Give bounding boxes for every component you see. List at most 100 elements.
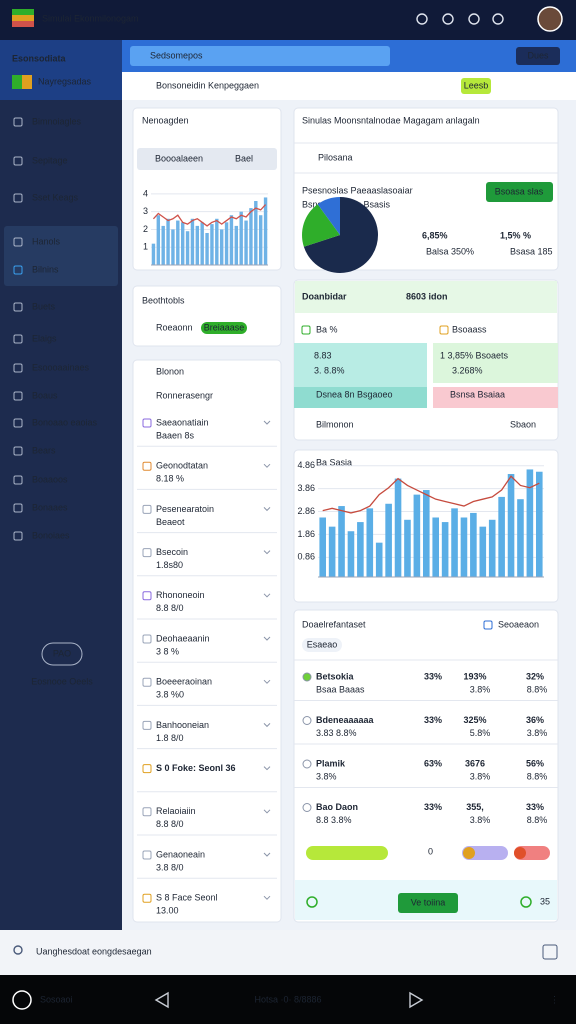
breadcrumb-item[interactable]: Bonsoneidin: [156, 80, 206, 90]
nav-item[interactable]: Bonoiaes: [32, 530, 70, 540]
list-item[interactable]: Boeeeraoinan: [156, 677, 212, 687]
pie-slice: [302, 204, 340, 247]
nav-item[interactable]: Sepitage: [32, 155, 68, 165]
nav-item[interactable]: Bonaaes: [32, 502, 68, 512]
bar: [375, 542, 383, 577]
brand-name: Esonsodiata: [12, 53, 67, 63]
nav-item[interactable]: Boaus: [32, 390, 58, 400]
table-cell: 3.8%: [527, 728, 548, 738]
nav-center[interactable]: Hotsa ·0· 8/8886: [254, 994, 321, 1004]
list-item[interactable]: Geonodtatan: [156, 461, 208, 471]
card-subtitle: Ronnerasengr: [156, 390, 213, 400]
nav-item[interactable]: Bonoaao eaoias: [32, 417, 98, 427]
pie-slice: [317, 197, 340, 235]
nav-item[interactable]: Bilnins: [32, 264, 59, 274]
search-input[interactable]: [130, 46, 390, 66]
table-cell: Bao Daon: [316, 802, 358, 812]
nav-item[interactable]: Bimnoiagles: [32, 116, 82, 126]
chevron[interactable]: [263, 593, 271, 598]
nav-item[interactable]: Boaaoos: [32, 474, 68, 484]
card-title: Blonon: [156, 366, 184, 376]
list-item[interactable]: Deohaeaanin: [156, 633, 210, 643]
bar: [517, 499, 524, 577]
bar: [507, 474, 515, 577]
nav-item[interactable]: Elaigs: [32, 333, 57, 343]
overview-search[interactable]: [137, 148, 277, 170]
primary-button[interactable]: [398, 893, 458, 913]
footer-link[interactable]: Sbaon: [510, 419, 536, 429]
table-cell: Betsokia: [316, 671, 355, 681]
toolbar-icon[interactable]: [468, 13, 480, 25]
nav-item[interactable]: Sset Keags: [32, 192, 79, 202]
nav-item[interactable]: Buets: [32, 301, 56, 311]
primary-button-label[interactable]: Ve toiina: [411, 897, 446, 907]
chevron[interactable]: [263, 723, 271, 728]
y-tick-label: 4: [143, 188, 148, 198]
chevron[interactable]: [263, 636, 271, 641]
y-tick-label: 1: [143, 242, 148, 252]
toolbar-icon[interactable]: [442, 13, 454, 25]
breadcrumb-item[interactable]: Kenpeggaen: [208, 80, 259, 90]
chevron[interactable]: [263, 809, 271, 814]
list-item[interactable]: Saeaonatiain: [156, 417, 209, 427]
bar: [219, 229, 224, 265]
chevron[interactable]: [263, 463, 271, 468]
row-icon: [302, 759, 312, 769]
chevron[interactable]: [263, 895, 271, 900]
chevron[interactable]: [263, 766, 271, 771]
footer-label[interactable]: Bilmonon: [316, 419, 354, 429]
home-button[interactable]: [12, 990, 32, 1010]
bar: [210, 224, 214, 265]
list-item[interactable]: Rhononeoin: [156, 590, 205, 600]
action-button-label[interactable]: Bsoasa slas: [495, 186, 544, 196]
stat-sub: Balsa 350%: [426, 246, 474, 256]
chevron[interactable]: [263, 852, 271, 857]
chevron[interactable]: [263, 550, 271, 555]
search-button-label[interactable]: Dues: [527, 50, 549, 60]
nav-item[interactable]: Bears: [32, 445, 56, 455]
action-button[interactable]: [486, 182, 553, 202]
chevron[interactable]: [263, 420, 271, 425]
breadcrumb-bar: [122, 72, 576, 100]
bottom-nav: [0, 975, 576, 1024]
nav-item[interactable]: Hanols: [32, 236, 61, 246]
bar: [535, 471, 543, 577]
back-button[interactable]: [154, 991, 169, 1009]
list-item-sub: 13.00: [156, 906, 179, 916]
filter-text[interactable]: Bael: [235, 153, 253, 163]
list-item[interactable]: S 8 Face Seonl: [156, 893, 218, 903]
list-item[interactable]: Pesenearatoin: [156, 504, 214, 514]
search-placeholder: Sedsomepos: [150, 50, 203, 60]
list-item[interactable]: Genaoneain: [156, 849, 205, 859]
user-avatar[interactable]: [537, 6, 563, 32]
y-tick-label: 0.86: [297, 552, 315, 562]
card-title: Sinulas Moonsntalnodae Magagam anlagaln: [302, 115, 480, 125]
toolbar-icon[interactable]: [492, 13, 504, 25]
list-item[interactable]: Relaoiaiin: [156, 806, 196, 816]
y-tick-label: 2.86: [297, 506, 315, 516]
bar: [451, 508, 458, 577]
toolbar-icon[interactable]: [416, 13, 428, 25]
list-item[interactable]: Bsecoin: [156, 547, 188, 557]
bottom-search-text[interactable]: Uanghesdoat eongdesaegan: [36, 946, 152, 956]
bar: [215, 218, 219, 265]
toggle-knob: [514, 847, 526, 859]
bar: [185, 231, 190, 265]
more-button[interactable]: ⋮: [550, 994, 559, 1004]
icon: [142, 807, 152, 817]
progress-pill: [306, 846, 388, 860]
search-button[interactable]: [516, 47, 560, 65]
list-item[interactable]: S 0 Foke: Seonl 36: [156, 763, 236, 773]
chevron[interactable]: [263, 507, 271, 512]
nav-item[interactable]: Esoooaainaes: [32, 362, 90, 372]
bar: [357, 522, 364, 577]
bar: [263, 197, 268, 265]
icon: [142, 677, 152, 687]
list-item[interactable]: Banhooneian: [156, 720, 209, 730]
search-text[interactable]: Pilosana: [318, 152, 353, 162]
bar: [413, 494, 421, 577]
forward-button[interactable]: [409, 991, 424, 1009]
table-cell: 32%: [526, 671, 544, 681]
chevron[interactable]: [263, 679, 271, 684]
card-action[interactable]: Seoaeaon: [498, 619, 539, 629]
